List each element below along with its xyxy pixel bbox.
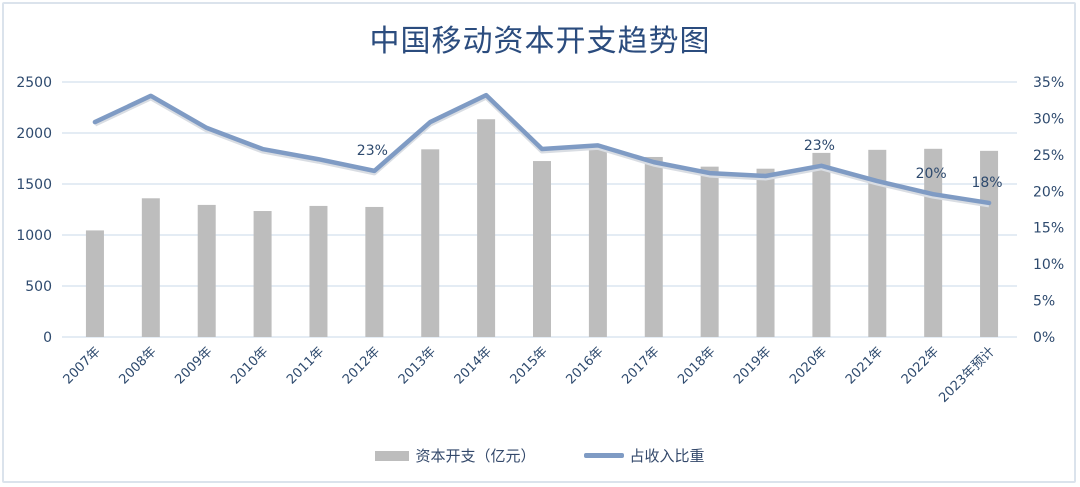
x-tick-label: 2016年	[564, 344, 607, 387]
bar	[85, 230, 104, 337]
x-tick-label: 2019年	[731, 344, 774, 387]
left-tick-label: 1500	[16, 177, 52, 193]
legend: 资本开支（亿元） 占收入比重	[0, 445, 1080, 466]
right-tick-label: 25%	[1033, 148, 1064, 164]
x-tick-label: 2022年	[899, 344, 942, 387]
chart-title: 中国移动资本开支趋势图	[369, 24, 711, 59]
legend-label-capex: 资本开支（亿元）	[415, 447, 536, 465]
bar	[812, 152, 831, 337]
bar	[309, 205, 328, 337]
x-axis: 2007年 2008年 2009年 2010年 2011年 2012年 2013年 2014年…	[61, 344, 998, 406]
data-labels: 23% 23% 20% 18%	[357, 138, 1003, 191]
bar	[477, 119, 496, 337]
x-tick-label: 2015年	[508, 344, 551, 387]
x-tick-label: 2014年	[452, 344, 495, 387]
x-tick-label: 2013年	[396, 344, 439, 387]
bar	[700, 166, 719, 337]
right-tick-label: 15%	[1033, 221, 1064, 237]
left-tick-label: 2500	[16, 75, 52, 91]
data-label: 23%	[804, 138, 835, 154]
line-series	[92, 92, 992, 208]
bar	[756, 168, 775, 337]
bar-swatch-icon	[375, 450, 410, 461]
left-tick-label: 1000	[16, 228, 52, 244]
x-tick-label: 2007年	[61, 344, 104, 387]
x-tick-label: 2008年	[116, 344, 159, 387]
left-axis: 0 500 1000 1500 2000 2500	[16, 75, 52, 346]
bar	[868, 149, 887, 337]
x-tick-label: 2020年	[787, 344, 830, 387]
data-label: 20%	[916, 166, 947, 182]
x-tick-label: 2021年	[843, 344, 886, 387]
legend-item-capex[interactable]: 资本开支（亿元）	[375, 445, 536, 466]
x-tick-label: 2009年	[172, 344, 215, 387]
x-tick-label: 2017年	[619, 344, 662, 387]
bar	[141, 198, 160, 337]
bar	[365, 206, 384, 337]
right-tick-label: 20%	[1033, 184, 1064, 200]
legend-item-ratio[interactable]: 占收入比重	[583, 445, 705, 466]
x-tick-label: 2023年预计	[936, 344, 998, 406]
right-tick-label: 5%	[1033, 294, 1055, 310]
right-tick-label: 10%	[1033, 257, 1064, 273]
right-axis: 0% 5% 10% 15% 20% 25% 30% 35%	[1033, 75, 1064, 346]
x-tick-label: 2010年	[228, 344, 271, 387]
bar	[421, 149, 440, 337]
bar	[197, 204, 216, 337]
x-tick-label: 2012年	[340, 344, 383, 387]
bar	[980, 150, 999, 337]
left-tick-label: 0	[43, 330, 52, 346]
legend-label-ratio: 占收入比重	[629, 447, 705, 465]
right-tick-label: 0%	[1033, 330, 1055, 346]
bar	[644, 156, 663, 337]
data-label: 23%	[357, 143, 388, 159]
left-tick-label: 500	[25, 279, 52, 295]
right-tick-label: 30%	[1033, 111, 1064, 127]
left-tick-label: 2000	[16, 126, 52, 142]
bar	[533, 161, 551, 337]
bar	[588, 145, 607, 337]
bar	[253, 211, 272, 337]
line-swatch-icon	[583, 453, 624, 458]
ratio-line	[92, 92, 992, 206]
right-tick-label: 35%	[1033, 75, 1064, 91]
data-label: 18%	[971, 175, 1002, 191]
x-tick-label: 2018年	[675, 344, 718, 387]
x-tick-label: 2011年	[284, 344, 327, 387]
